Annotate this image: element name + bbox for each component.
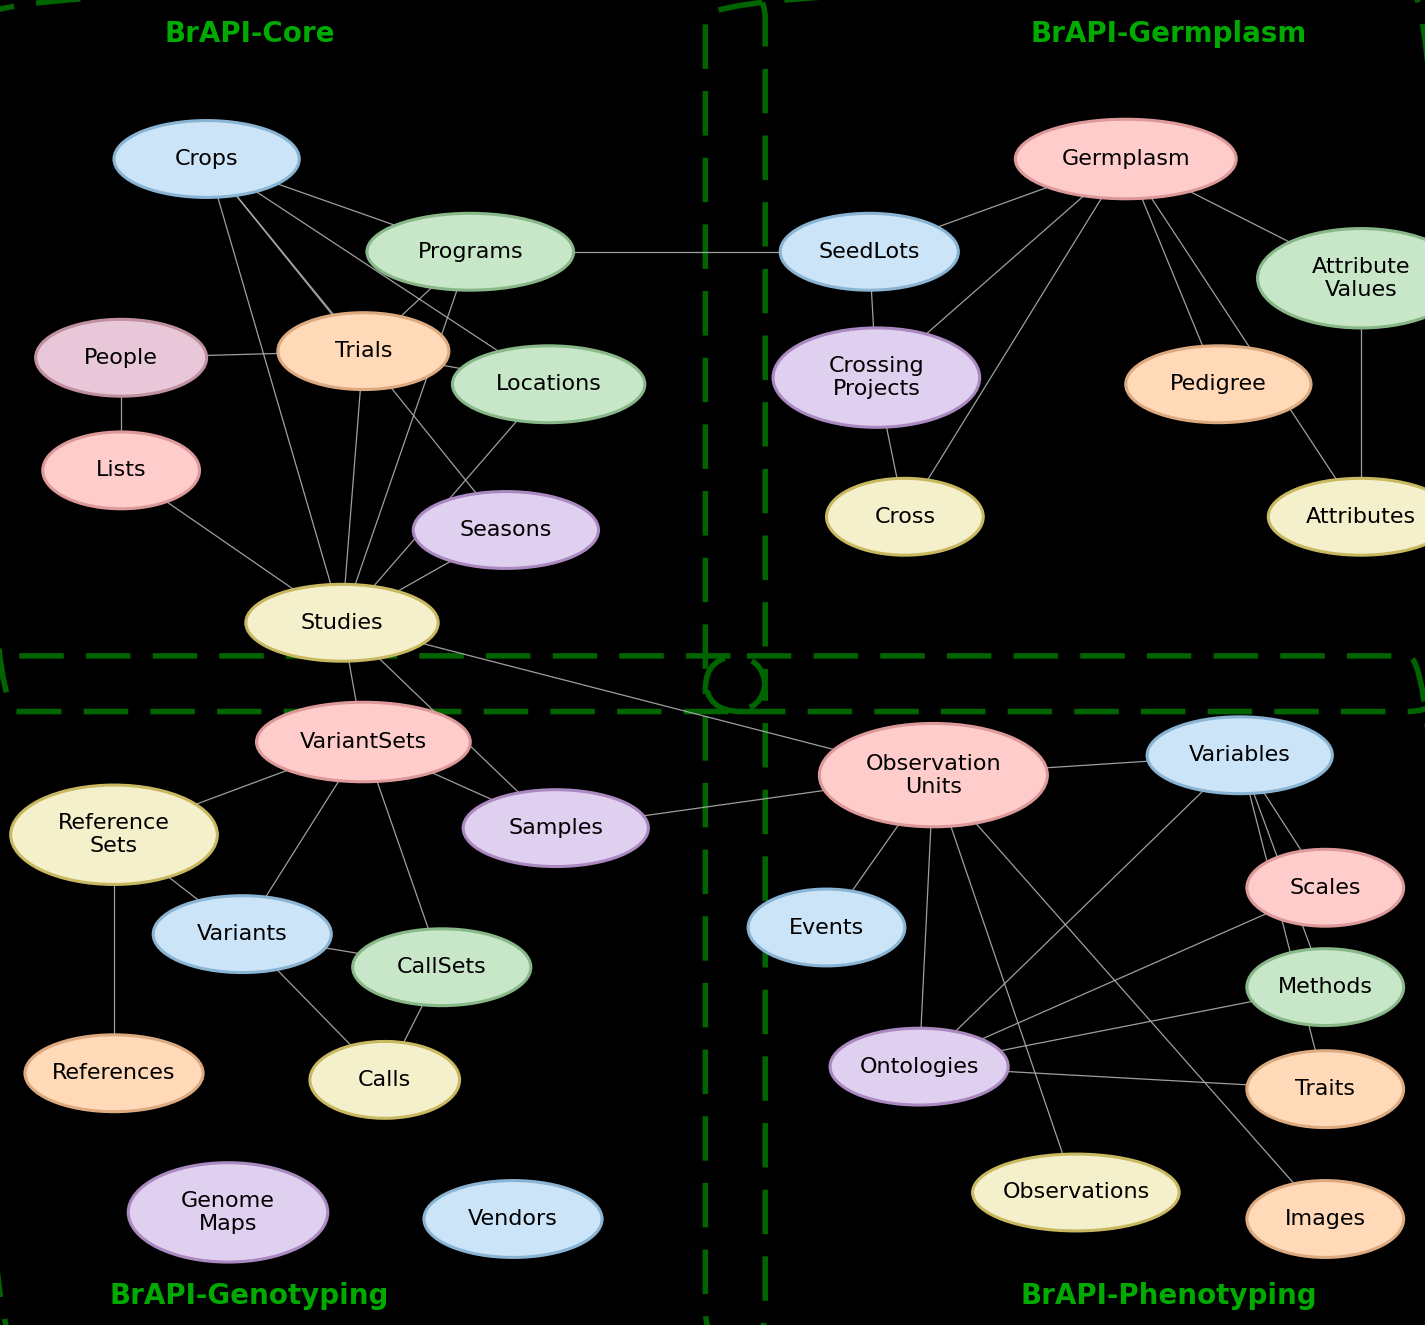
Text: Reference
Sets: Reference Sets [58, 814, 170, 856]
Text: People: People [84, 347, 158, 368]
Text: Studies: Studies [301, 612, 383, 633]
Text: Lists: Lists [95, 460, 147, 481]
Text: Traits: Traits [1295, 1079, 1355, 1100]
Ellipse shape [972, 1154, 1178, 1231]
Text: Variables: Variables [1188, 745, 1291, 766]
Text: Seasons: Seasons [460, 519, 551, 541]
Text: CallSets: CallSets [398, 957, 486, 978]
Text: Trials: Trials [335, 341, 392, 362]
Text: Attribute
Values: Attribute Values [1311, 257, 1411, 299]
Text: Calls: Calls [358, 1069, 412, 1090]
Ellipse shape [1247, 1181, 1404, 1257]
Ellipse shape [278, 313, 449, 390]
Ellipse shape [463, 790, 648, 867]
Text: Crops: Crops [175, 148, 238, 170]
Text: Attributes: Attributes [1305, 506, 1416, 527]
Ellipse shape [256, 702, 470, 782]
Text: Samples: Samples [509, 818, 603, 839]
Ellipse shape [36, 319, 207, 396]
Text: Vendors: Vendors [467, 1208, 559, 1230]
Ellipse shape [1247, 1051, 1404, 1128]
Ellipse shape [1126, 346, 1311, 423]
Text: Cross: Cross [875, 506, 935, 527]
Ellipse shape [1247, 949, 1404, 1026]
Ellipse shape [829, 1028, 1007, 1105]
Ellipse shape [781, 213, 958, 290]
Text: Programs: Programs [418, 241, 523, 262]
Ellipse shape [826, 478, 983, 555]
Ellipse shape [425, 1181, 601, 1257]
Ellipse shape [1268, 478, 1425, 555]
Ellipse shape [1247, 849, 1404, 926]
Ellipse shape [309, 1041, 459, 1118]
Text: Genome
Maps: Genome Maps [181, 1191, 275, 1234]
Ellipse shape [1257, 228, 1425, 329]
Text: References: References [53, 1063, 175, 1084]
Text: Locations: Locations [496, 374, 601, 395]
Text: BrAPI-Phenotyping: BrAPI-Phenotyping [1020, 1281, 1317, 1310]
Text: SeedLots: SeedLots [818, 241, 921, 262]
Ellipse shape [11, 784, 217, 885]
Ellipse shape [1147, 717, 1332, 794]
Text: VariantSets: VariantSets [299, 731, 428, 753]
Ellipse shape [1015, 119, 1235, 199]
Ellipse shape [154, 896, 331, 973]
Text: Scales: Scales [1290, 877, 1361, 898]
Text: Germplasm: Germplasm [1062, 148, 1190, 170]
Ellipse shape [128, 1163, 328, 1261]
Ellipse shape [43, 432, 200, 509]
Text: Crossing
Projects: Crossing Projects [828, 356, 925, 399]
Text: Observations: Observations [1002, 1182, 1150, 1203]
Text: BrAPI-Genotyping: BrAPI-Genotyping [110, 1281, 389, 1310]
Ellipse shape [748, 889, 905, 966]
Text: Observation
Units: Observation Units [865, 754, 1002, 796]
Text: BrAPI-Core: BrAPI-Core [164, 20, 335, 49]
Ellipse shape [245, 584, 439, 661]
Text: Methods: Methods [1278, 977, 1372, 998]
Ellipse shape [24, 1035, 202, 1112]
Ellipse shape [413, 492, 598, 568]
Text: Ontologies: Ontologies [859, 1056, 979, 1077]
Ellipse shape [772, 329, 980, 427]
Ellipse shape [352, 929, 530, 1006]
Ellipse shape [368, 213, 573, 290]
Text: Pedigree: Pedigree [1170, 374, 1267, 395]
Text: Events: Events [789, 917, 864, 938]
Ellipse shape [452, 346, 644, 423]
Ellipse shape [819, 723, 1047, 827]
Text: Variants: Variants [197, 924, 288, 945]
Text: Images: Images [1285, 1208, 1365, 1230]
Ellipse shape [114, 121, 299, 197]
Text: BrAPI-Germplasm: BrAPI-Germplasm [1030, 20, 1307, 49]
